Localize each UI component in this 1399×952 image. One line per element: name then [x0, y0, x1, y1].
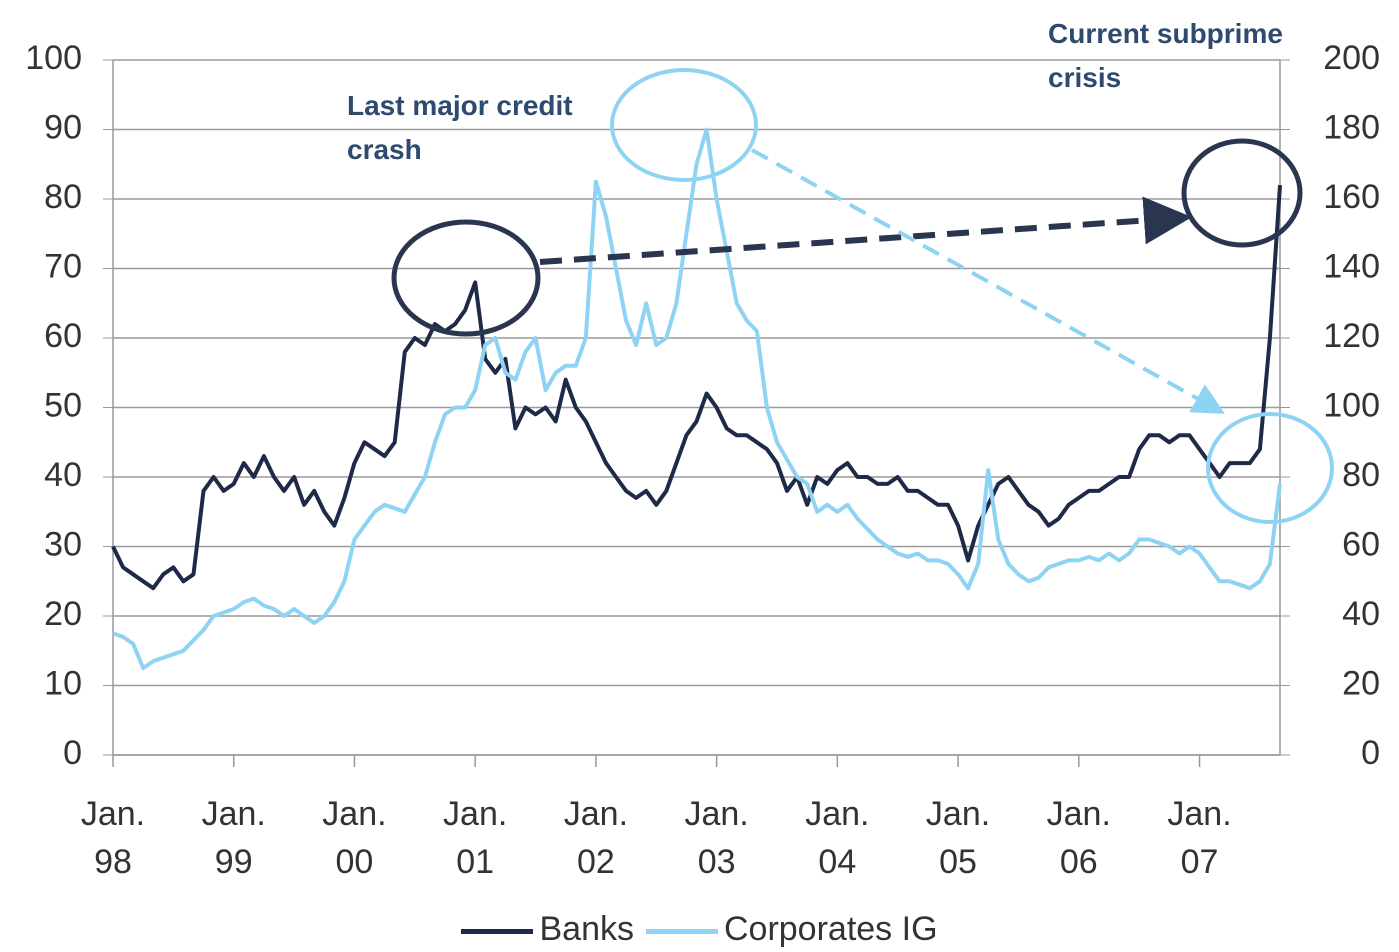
legend-swatch [461, 928, 534, 934]
y-tick-label: 100 [25, 39, 82, 77]
x-tick-label: Jan. 03 [684, 795, 749, 881]
x-tick-label: Jan. 04 [805, 795, 870, 881]
x-tick-label: Jan. 02 [563, 795, 629, 881]
legend-item: Corporates IG [645, 910, 938, 949]
x-tick-label: Jan. 00 [322, 795, 387, 881]
y2-tick-label: 120 [1323, 317, 1380, 355]
y2-tick-label: 180 [1323, 108, 1380, 146]
y2-tick-label: 100 [1323, 386, 1380, 424]
legend-item: Banks [461, 910, 634, 949]
y-tick-label: 10 [44, 664, 82, 702]
legend-label: Corporates IG [723, 910, 938, 948]
series-line [112, 127, 1282, 671]
series-line [111, 184, 1282, 591]
x-tick-label: Jan. 06 [1046, 795, 1111, 881]
x-tick-label: Jan. 05 [925, 795, 991, 881]
x-tick-label: Jan. 07 [1167, 795, 1232, 881]
annotation: Last major credit crash [347, 90, 573, 165]
y-tick-label: 80 [44, 178, 82, 216]
y2-tick-label: 20 [1342, 664, 1380, 702]
y2-tick-label: 200 [1323, 39, 1380, 77]
y2-tick-label: 0 [1361, 734, 1380, 772]
y2-tick-label: 160 [1323, 178, 1380, 216]
y-tick-label: 30 [44, 525, 82, 563]
legend-swatch [645, 928, 718, 934]
y-tick-label: 50 [44, 386, 82, 424]
y2-tick-label: 40 [1342, 595, 1380, 633]
y2-tick-label: 60 [1342, 525, 1380, 563]
x-tick-label: Jan. 99 [201, 795, 266, 881]
y-tick-label: 20 [44, 595, 82, 633]
y-tick-label: 60 [44, 317, 82, 355]
y-tick-label: 40 [44, 456, 82, 494]
legend-label: Banks [539, 910, 634, 948]
y-tick-label: 90 [44, 108, 82, 146]
y2-tick-label: 80 [1342, 456, 1380, 494]
legend: Banks Corporates IG [0, 910, 1399, 949]
y-tick-label: 0 [63, 734, 82, 772]
y-tick-label: 70 [44, 247, 82, 285]
annotation: Current subprime crisis [1048, 18, 1283, 93]
x-tick-label: Jan. 01 [443, 795, 508, 881]
annotation-shapes [391, 68, 1334, 524]
y2-tick-label: 140 [1323, 247, 1380, 285]
x-tick-label: Jan. 98 [80, 795, 146, 881]
